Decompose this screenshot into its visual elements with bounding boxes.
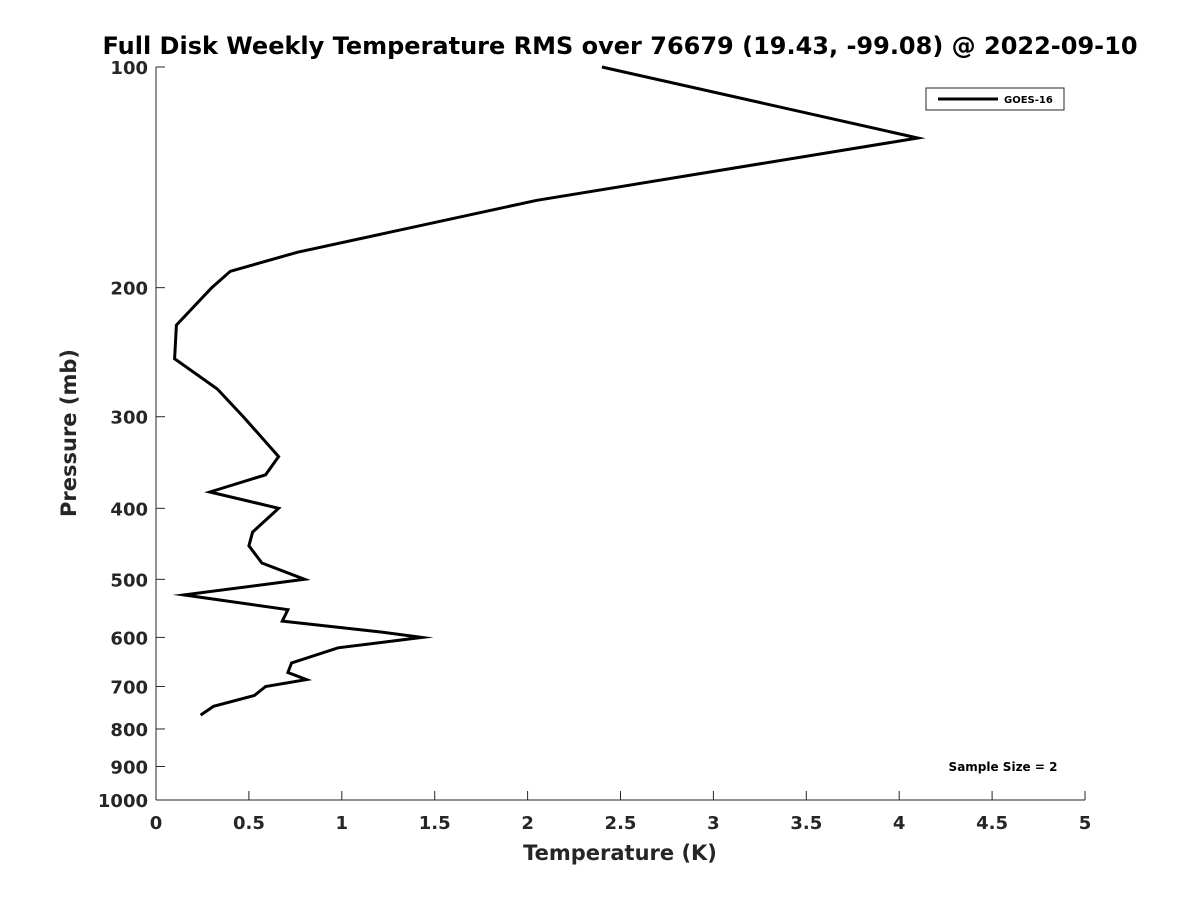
x-tick-label: 1 — [336, 813, 349, 834]
x-ticks: 0 0.5 1 1.5 2 2.5 3 3.5 4 4.5 5 — [150, 791, 1092, 834]
x-tick-label: 0 — [150, 813, 163, 834]
x-tick-label: 3 — [707, 813, 720, 834]
y-tick-label: 400 — [110, 499, 148, 520]
x-tick-label: 2 — [521, 813, 534, 834]
y-axis-label: Pressure (mb) — [57, 349, 81, 517]
x-tick-label: 5 — [1079, 813, 1092, 834]
y-tick-label: 700 — [110, 677, 148, 698]
x-tick-label: 4.5 — [976, 813, 1008, 834]
y-tick-label: 1000 — [98, 791, 148, 812]
y-tick-label: 300 — [110, 408, 148, 429]
x-tick-label: 2.5 — [605, 813, 637, 834]
y-tick-label: 100 — [110, 58, 148, 79]
legend: GOES-16 — [925, 87, 1065, 111]
y-tick-label: 600 — [110, 628, 148, 649]
sample-size-annotation: Sample Size = 2 — [949, 760, 1058, 774]
y-ticks: 100 200 300 400 500 600 700 800 900 1000 — [98, 58, 165, 812]
x-tick-label: 0.5 — [233, 813, 265, 834]
x-tick-label: 1.5 — [419, 813, 451, 834]
legend-label-goes-16: GOES-16 — [1004, 95, 1053, 106]
series-line-goes-16 — [172, 65, 926, 717]
x-tick-label: 3.5 — [790, 813, 822, 834]
x-axis-label: Temperature (K) — [523, 841, 717, 865]
chart-title: Full Disk Weekly Temperature RMS over 76… — [102, 32, 1137, 60]
y-tick-label: 200 — [110, 279, 148, 300]
y-tick-label: 500 — [110, 570, 148, 591]
x-tick-label: 4 — [893, 813, 906, 834]
y-tick-label: 900 — [110, 757, 148, 778]
y-tick-label: 800 — [110, 720, 148, 741]
series-layer — [172, 65, 926, 717]
